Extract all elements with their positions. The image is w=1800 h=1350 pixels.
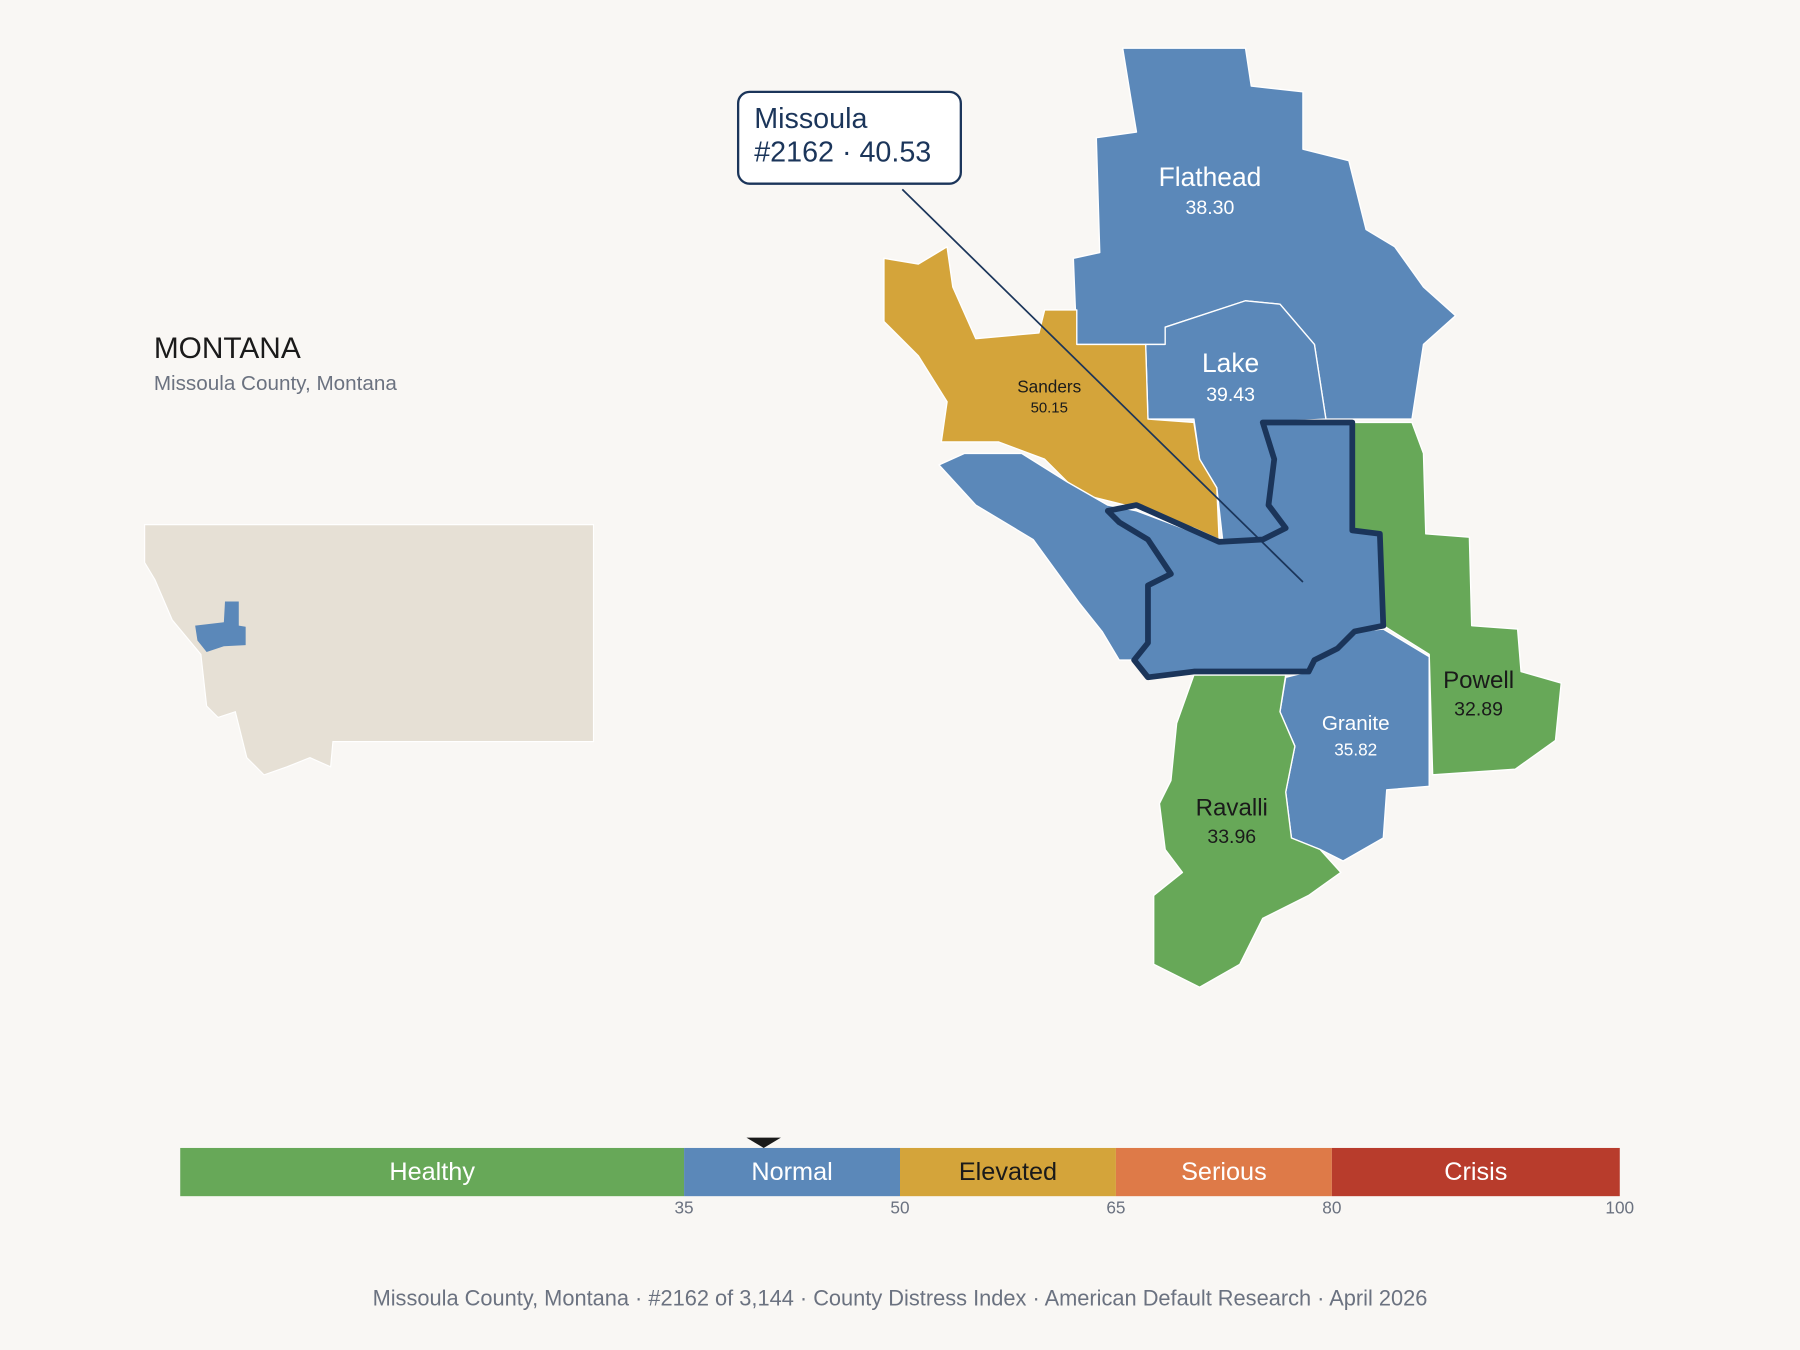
scale-tick-label: 80 — [1322, 1197, 1341, 1217]
segment-label: Normal — [751, 1158, 832, 1186]
selected-outline — [1104, 419, 1387, 681]
county-name: Lake — [1202, 348, 1259, 378]
scale-tick-label: 50 — [890, 1197, 909, 1217]
county-score: 35.82 — [1334, 739, 1377, 759]
callout-detail: #2162 · 40.53 — [754, 136, 931, 168]
county-name: Ravalli — [1196, 795, 1268, 822]
state-title: MONTANA — [154, 332, 301, 365]
county-name: Flathead — [1159, 162, 1262, 192]
subtitle: Missoula County, Montana — [154, 372, 398, 395]
callout-box — [736, 90, 962, 185]
county-ravalli — [1153, 674, 1342, 988]
score-marker — [746, 1137, 781, 1148]
county-score: 39.43 — [1206, 384, 1255, 406]
segment-label: Serious — [1181, 1158, 1267, 1186]
county-name: Sanders — [1017, 377, 1081, 397]
scale-segment — [900, 1147, 1116, 1197]
segment-label: Healthy — [389, 1158, 475, 1186]
county-labels: Flathead 38.30 Lake 39.43 Sanders 50.15 … — [1017, 162, 1514, 848]
scale-tick-label: 35 — [674, 1197, 693, 1217]
scale-segment — [1115, 1147, 1332, 1197]
scale: Healthy Normal Elevated Serious Crisis 35 50 65… — [180, 1137, 1634, 1217]
scale-tick-label: 100 — [1605, 1197, 1634, 1217]
scale-segment — [684, 1147, 900, 1197]
county-score: 50.15 — [1031, 400, 1068, 417]
scale-segment — [180, 1147, 685, 1197]
segment-label: Elevated — [959, 1158, 1057, 1186]
callout: Missoula #2162 · 40.53 — [736, 90, 1304, 583]
county-map — [883, 47, 1562, 988]
county-score: 33.96 — [1207, 826, 1256, 848]
leader-line — [901, 188, 1304, 583]
county-score: 38.30 — [1186, 197, 1235, 219]
scale-tick-label: 65 — [1106, 1197, 1125, 1217]
callout-name: Missoula — [754, 103, 867, 135]
county-name: Granite — [1322, 712, 1390, 735]
county-sanders — [883, 246, 1220, 541]
scale-segment — [1331, 1147, 1620, 1197]
county-score: 32.89 — [1454, 699, 1503, 721]
county-name: Powell — [1443, 667, 1514, 694]
state-shape — [144, 524, 595, 776]
inset-highlight — [195, 601, 246, 653]
segment-label: Crisis — [1444, 1158, 1507, 1186]
inset-map — [144, 524, 595, 776]
footer: Missoula County, Montana · #2162 of 3,14… — [373, 1285, 1428, 1310]
